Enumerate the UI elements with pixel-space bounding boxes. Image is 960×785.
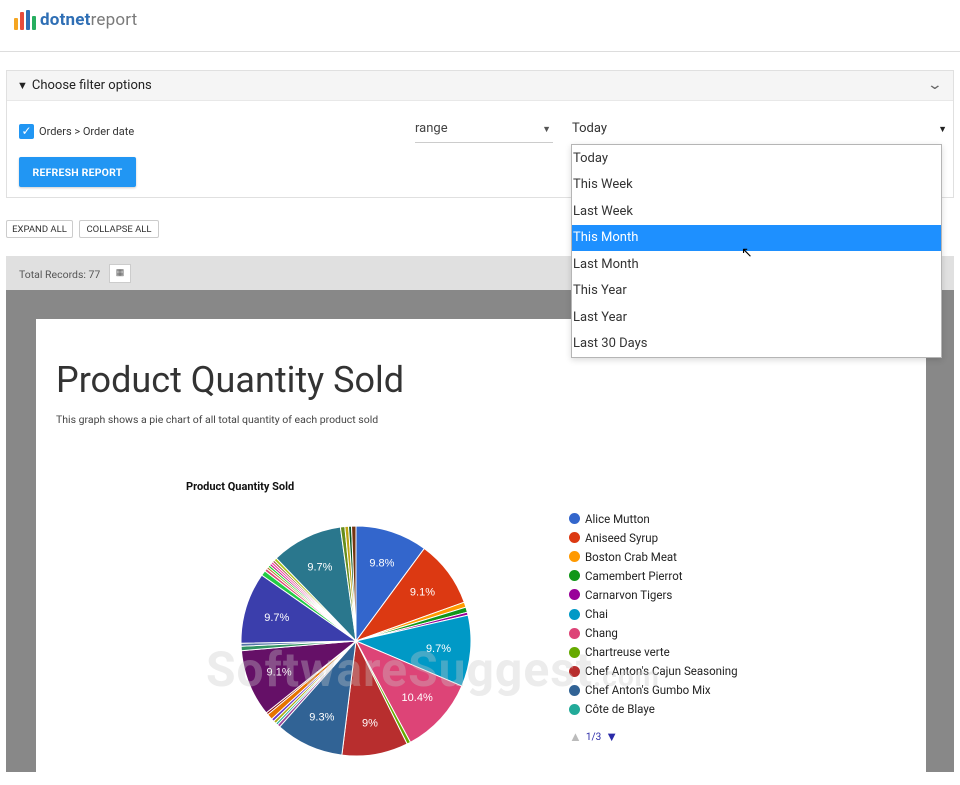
legend-pager: ▲ 1/3 ▼ [569, 729, 618, 745]
chart-title: Product Quantity Sold [186, 480, 295, 493]
excel-export-icon[interactable]: ▦ [109, 264, 131, 283]
dropdown-option[interactable]: Last Year [573, 309, 628, 325]
expand-all-button[interactable]: EXPAND ALL [6, 220, 73, 238]
report-title: Product Quantity Sold [56, 359, 405, 401]
filter-panel: ▼ Choose filter options ⌄ ✓ Orders > Ord… [6, 70, 954, 198]
pie-slice[interactable] [355, 525, 426, 643]
pie-slice[interactable] [351, 525, 357, 642]
dropdown-option[interactable]: This Week [573, 177, 633, 193]
legend-item[interactable]: Camembert Pierrot [569, 566, 738, 585]
pie-slice[interactable] [354, 639, 463, 743]
top-bar: dotnetreport [0, 0, 960, 52]
legend-item[interactable]: Boston Crab Meat [569, 547, 738, 566]
legend-label: Chef Anton's Cajun Seasoning [585, 664, 738, 679]
pie-slice-label: 9.7% [426, 643, 451, 655]
filter-field-label: Orders > Order date [39, 125, 135, 138]
report-subtitle: This graph shows a pie chart of all tota… [56, 413, 379, 426]
logo-text: dotnetreport [40, 10, 138, 30]
legend-swatch [569, 703, 580, 715]
legend-item[interactable]: Aniseed Syrup [569, 528, 738, 547]
pie-slice-label: 9% [362, 718, 378, 730]
legend-item[interactable]: Côte de Blaye [569, 700, 738, 719]
legend-item[interactable]: Carnarvon Tigers [569, 585, 738, 604]
pie-slice-label: 9.7% [264, 612, 289, 624]
chart-card: Product Quantity Sold This graph shows a… [36, 319, 926, 779]
total-records: Total Records: 77 [19, 268, 101, 281]
filter-operator-select[interactable]: range ▼ [415, 115, 553, 143]
pager-down-icon[interactable]: ▼ [605, 730, 619, 745]
dropdown-option[interactable]: Today [573, 150, 609, 166]
pager-text: 1/3 [585, 731, 602, 743]
legend-swatch [569, 532, 580, 544]
legend-swatch [569, 627, 580, 639]
legend-swatch [569, 589, 580, 601]
legend-swatch [569, 551, 580, 563]
filter-operator-value: range [415, 121, 448, 136]
caret-down-icon: ▼ [938, 125, 947, 135]
legend-swatch [569, 665, 580, 677]
pie-slice-label: 9.1% [410, 587, 435, 599]
caret-down-icon: ▼ [542, 125, 551, 135]
legend-item[interactable]: Chef Anton's Cajun Seasoning [569, 662, 738, 681]
legend-label: Aniseed Syrup [585, 530, 659, 545]
pie-slice-label: 9.8% [369, 557, 394, 569]
legend-label: Chef Anton's Gumbo Mix [585, 683, 711, 698]
dropdown-option[interactable]: Last 30 Days [573, 336, 648, 352]
pie-slice-label: 9.7% [307, 561, 332, 573]
filter-field-row: ✓ Orders > Order date [19, 124, 134, 139]
pie-slice[interactable] [240, 574, 358, 644]
legend-item[interactable]: Chartreuse verte [569, 643, 738, 662]
refresh-report-button[interactable]: REFRESH REPORT [19, 157, 136, 187]
pager-up-icon[interactable]: ▲ [569, 730, 582, 745]
legend-label: Boston Crab Meat [585, 549, 677, 564]
legend-item[interactable]: Alice Mutton [569, 509, 738, 528]
pie-slice-label: 10.4% [402, 692, 433, 704]
collapse-all-button[interactable]: COLLAPSE ALL [79, 220, 159, 238]
legend-label: Côte de Blaye [585, 702, 655, 717]
pie-slice-label: 9.3% [309, 711, 334, 723]
legend-label: Carnarvon Tigers [585, 587, 673, 602]
chevron-down-icon[interactable]: ⌄ [926, 77, 944, 93]
legend-swatch [569, 646, 580, 658]
date-range-select[interactable]: Today ▼ [572, 115, 949, 143]
legend-label: Alice Mutton [585, 511, 650, 526]
pie-chart: 9.8% 9.1% 9.7% 10.4% 9% 9.3% 9.1% 9.7% 9.7% [216, 501, 496, 781]
legend-label: Chai [585, 607, 608, 622]
legend-label: Chang [585, 626, 618, 641]
legend-label: Camembert Pierrot [585, 568, 683, 583]
chart-legend: Alice Mutton Aniseed Syrup Boston Crab Mea… [569, 509, 738, 719]
pie-slice-label: 9.1% [267, 667, 292, 679]
mouse-cursor-icon: ↖ [741, 245, 753, 261]
logo-bars-icon [14, 10, 36, 30]
pie-svg: 9.8% 9.1% 9.7% 10.4% 9% 9.3% 9.1% 9.7% 9.7% [240, 525, 472, 757]
legend-swatch [569, 684, 580, 696]
pie-slice[interactable] [354, 614, 472, 687]
date-range-dropdown: Today This Week Last Week This Month Last Mo… [571, 144, 942, 358]
dropdown-option[interactable]: Last Week [573, 203, 633, 219]
legend-item[interactable]: Chang [569, 624, 738, 643]
legend-swatch [569, 570, 580, 582]
dropdown-option[interactable]: This Month [572, 224, 941, 251]
legend-label: Chartreuse verte [585, 645, 670, 660]
filter-panel-header[interactable]: ▼ Choose filter options ⌄ [7, 71, 953, 101]
filter-panel-title: Choose filter options [31, 78, 152, 93]
legend-swatch [569, 608, 580, 620]
dropdown-option[interactable]: Last Month [573, 256, 639, 272]
legend-item[interactable]: Chef Anton's Gumbo Mix [569, 681, 738, 700]
legend-item[interactable]: Chai [569, 604, 738, 623]
funnel-icon: ▼ [17, 79, 28, 92]
date-range-value: Today [572, 121, 608, 136]
filter-field-checkbox[interactable]: ✓ [19, 124, 34, 139]
pie-slice[interactable] [275, 526, 357, 643]
app-logo[interactable]: dotnetreport [14, 10, 137, 30]
legend-swatch [569, 513, 580, 525]
dropdown-option[interactable]: This Year [573, 283, 627, 299]
